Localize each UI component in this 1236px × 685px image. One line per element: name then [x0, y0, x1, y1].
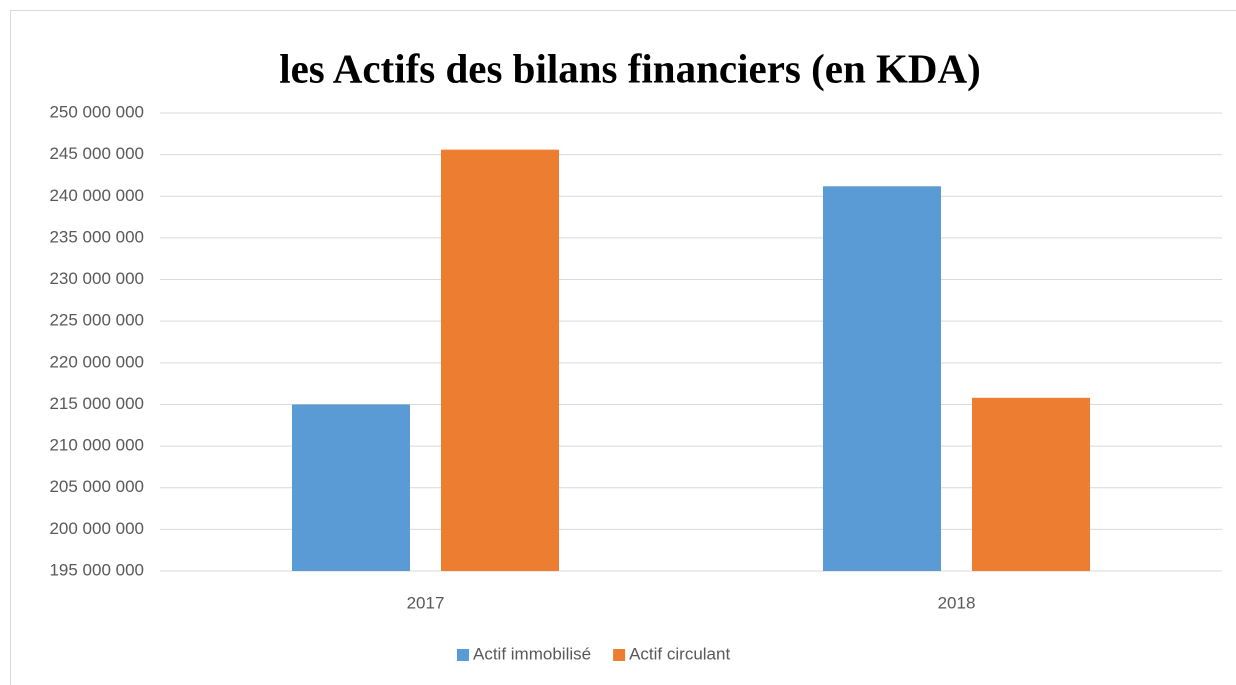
- y-tick-label: 195 000 000: [49, 560, 144, 579]
- x-tick-label: 2018: [938, 593, 976, 612]
- y-tick-label: 235 000 000: [49, 227, 144, 246]
- chart-title: les Actifs des bilans financiers (en KDA…: [279, 45, 981, 91]
- y-tick-label: 225 000 000: [49, 311, 144, 330]
- y-tick-label: 250 000 000: [49, 102, 144, 121]
- legend-swatch: [613, 649, 626, 661]
- y-tick-label: 200 000 000: [49, 519, 144, 538]
- bar: [823, 186, 941, 571]
- y-tick-label: 210 000 000: [49, 436, 144, 455]
- chart-frame: [10, 10, 1236, 685]
- legend-label: Actif immobilisé: [473, 644, 591, 663]
- bar: [292, 404, 410, 571]
- bar: [972, 397, 1090, 571]
- legend-label: Actif circulant: [629, 644, 730, 663]
- y-tick-label: 240 000 000: [49, 186, 144, 205]
- x-tick-label: 2017: [407, 593, 445, 612]
- y-tick-label: 205 000 000: [49, 477, 144, 496]
- y-tick-label: 215 000 000: [49, 394, 144, 413]
- bar: [441, 149, 559, 571]
- legend-swatch: [457, 649, 469, 661]
- y-tick-label: 230 000 000: [49, 269, 144, 288]
- y-tick-label: 220 000 000: [49, 352, 144, 371]
- y-tick-label: 245 000 000: [49, 144, 144, 163]
